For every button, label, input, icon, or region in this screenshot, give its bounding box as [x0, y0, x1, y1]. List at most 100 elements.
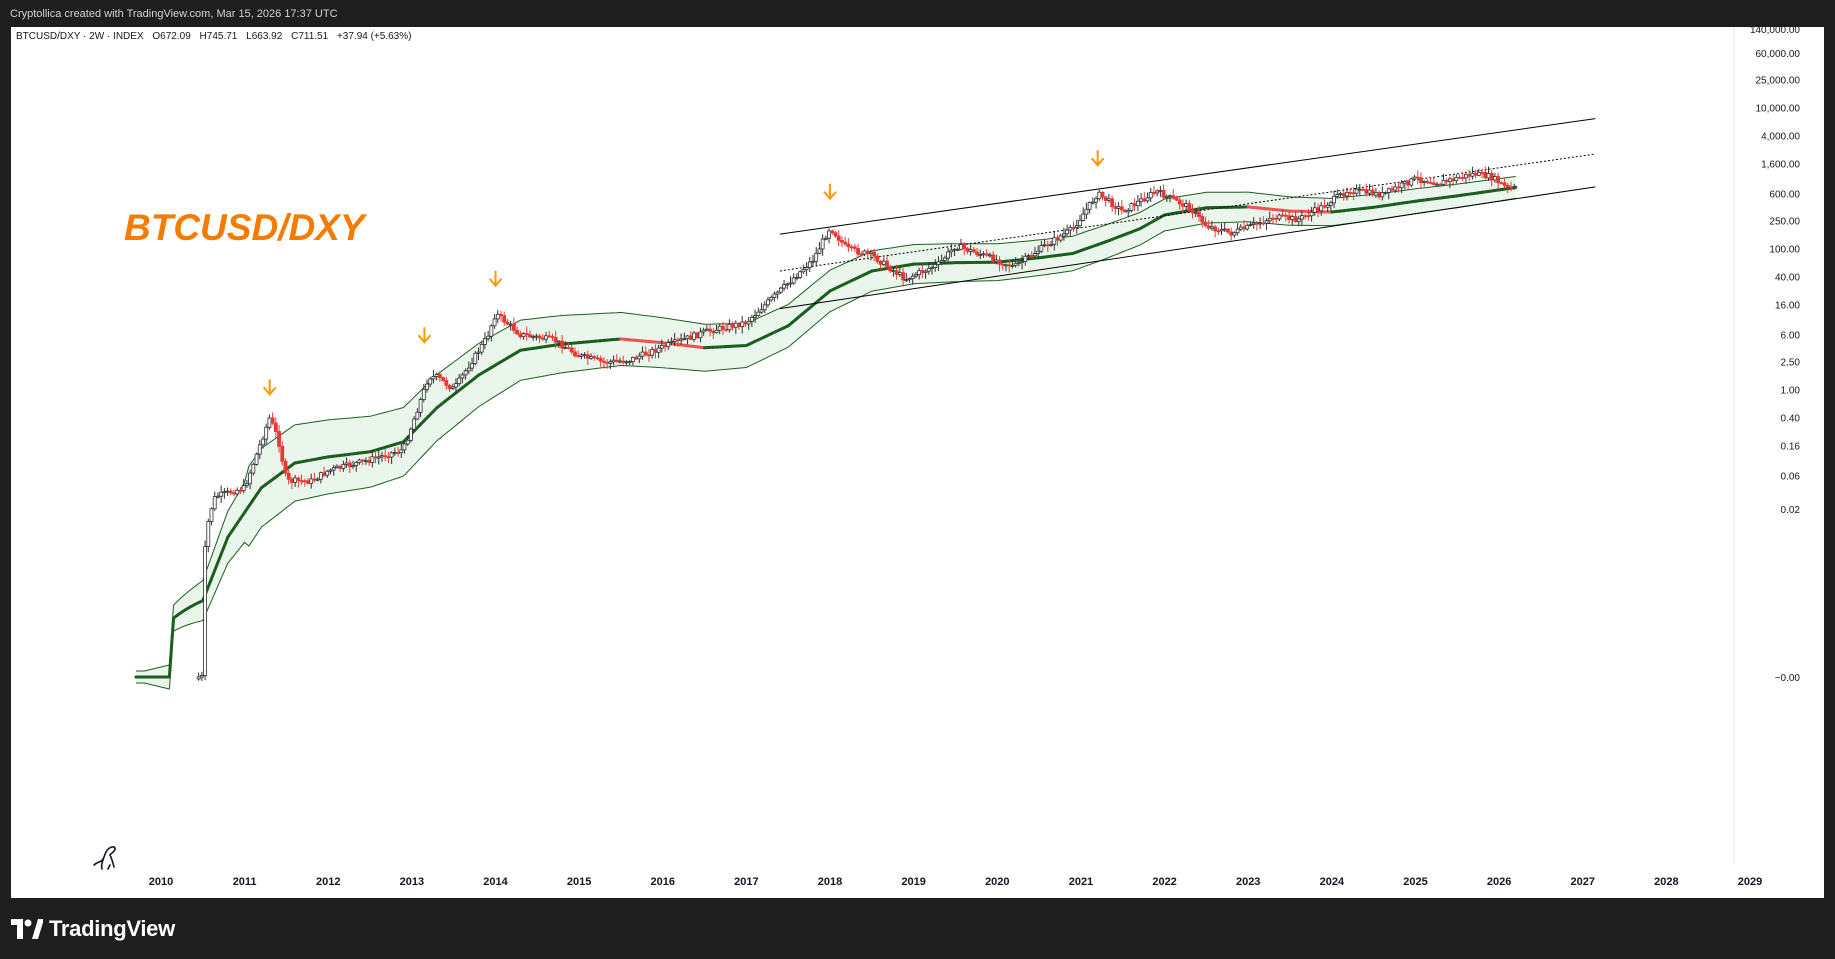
candle-body: [1280, 214, 1285, 217]
candle-body: [392, 452, 397, 454]
candle-body: [939, 259, 944, 263]
candle-body: [1193, 211, 1198, 214]
candle-body: [743, 321, 748, 325]
candle-body: [1084, 208, 1089, 215]
candle-body: [299, 480, 304, 483]
candle-body: [811, 260, 815, 263]
candle-body: [222, 491, 227, 494]
candle-body: [216, 495, 220, 498]
candle-body: [312, 478, 317, 481]
candle-body: [910, 275, 915, 280]
candle-body: [228, 490, 233, 494]
candle-body: [949, 249, 954, 253]
candle-body: [942, 257, 947, 261]
y-tick-label: 0.02: [1781, 505, 1801, 516]
candle-body: [843, 241, 848, 245]
candle-body: [624, 361, 629, 364]
candle-body: [315, 478, 320, 481]
candle-body: [1254, 222, 1259, 225]
chart-frame[interactable]: 140,000.00 60,000.00 25,000.00 10,000.00 4,0…: [11, 25, 1824, 898]
candle-body: [518, 333, 523, 338]
x-tick-label: 2010: [149, 876, 173, 888]
x-tick-label: 2011: [233, 876, 257, 888]
candle-body: [1029, 255, 1034, 257]
candle-body: [1148, 192, 1153, 199]
candle-body: [470, 363, 474, 369]
candle-body: [872, 251, 877, 257]
candle-body: [1473, 173, 1478, 176]
candle-body: [203, 546, 207, 676]
candle-body: [627, 361, 632, 363]
candle-body: [524, 333, 529, 336]
chart-annotation-title: BTCUSD/DXY: [124, 207, 368, 248]
y-tick-label: 40.00: [1775, 273, 1800, 284]
candle-body: [566, 347, 571, 349]
band-fill: [135, 176, 1516, 689]
candle-body: [814, 252, 819, 262]
y-tick-label: 0.40: [1781, 413, 1801, 424]
candle-body: [602, 360, 606, 363]
band-lower-line: [135, 197, 1516, 690]
candle-body: [325, 470, 330, 476]
candle-body: [1354, 188, 1359, 194]
candle-body: [402, 443, 407, 451]
candle-body: [267, 417, 272, 428]
candle-body: [865, 250, 870, 255]
candle-body: [1045, 244, 1050, 247]
candle-body: [290, 478, 294, 483]
top-arrow-icon-2014: [488, 270, 503, 288]
candle-body: [1152, 192, 1156, 194]
candle-body: [650, 349, 655, 356]
candle-body: [1402, 180, 1407, 184]
candle-body: [756, 311, 761, 316]
candle-body: [1296, 218, 1301, 223]
candle-body: [653, 349, 658, 353]
tradingview-logo[interactable]: TradingView: [11, 916, 175, 942]
candle-body: [962, 244, 967, 249]
candle-body: [199, 675, 204, 678]
candle-body: [357, 459, 362, 463]
candle-body: [1004, 264, 1008, 267]
candle-body: [1213, 226, 1217, 232]
candle-body: [1489, 172, 1494, 181]
candle-body: [1274, 217, 1279, 220]
candle-body: [1049, 243, 1053, 246]
candle-body: [508, 323, 513, 326]
band-middle-segment: [213, 556, 222, 571]
y-tick-label: 0.16: [1781, 441, 1801, 452]
legend-symbol: BTCUSD/DXY · 2W · INDEX: [16, 31, 144, 42]
candle-body: [302, 480, 307, 483]
candle-body: [476, 351, 481, 354]
legend-open: 672.09: [160, 31, 191, 42]
candle-body: [283, 460, 288, 474]
candle-body: [592, 356, 597, 359]
candle-body: [891, 270, 896, 273]
candle-body: [1171, 195, 1176, 199]
candle-body: [1319, 205, 1324, 212]
candle-body: [370, 456, 375, 463]
candle-body: [473, 352, 478, 364]
candle-body: [1348, 192, 1353, 194]
top-arrow-icon-2011: [262, 379, 277, 396]
x-tick-label: 2028: [1654, 876, 1678, 888]
candle-body: [1361, 188, 1365, 191]
candle-body: [746, 320, 751, 325]
candle-body: [827, 230, 831, 239]
candle-body: [666, 342, 671, 348]
candle-body: [1203, 221, 1208, 227]
candle-body: [1454, 176, 1459, 182]
candle-body: [1499, 182, 1504, 185]
candle-body: [1142, 198, 1147, 202]
candle-body: [737, 322, 741, 328]
candle-body: [1435, 183, 1439, 186]
candle-body: [1013, 262, 1018, 266]
candle-body: [338, 465, 343, 469]
candle-body: [717, 325, 722, 331]
candle-body: [447, 384, 452, 390]
candle-body: [1200, 216, 1205, 223]
chart-canvas[interactable]: 140,000.00 60,000.00 25,000.00 10,000.00 4,0…: [11, 25, 1824, 898]
candle-body: [598, 358, 603, 362]
candle-body: [897, 272, 902, 275]
candle-body: [1090, 201, 1095, 204]
candle-body: [1016, 262, 1021, 265]
